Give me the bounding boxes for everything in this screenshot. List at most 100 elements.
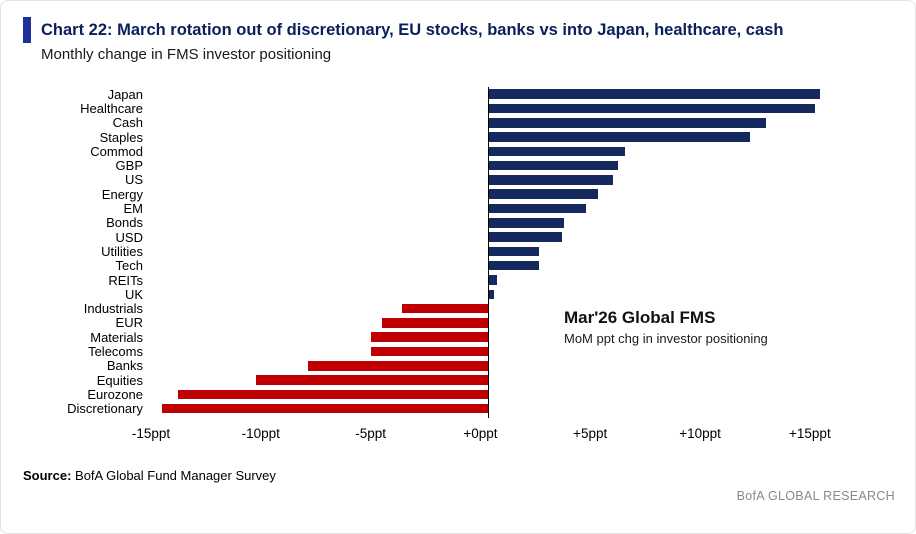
category-label: Japan: [107, 86, 143, 102]
x-tick-label: -5ppt: [355, 425, 386, 441]
chart-footer: Source: BofA Global Fund Manager Survey …: [1, 468, 915, 503]
source-label: Source:: [23, 467, 72, 483]
category-label: Industrials: [83, 301, 143, 317]
category-label: EM: [123, 201, 144, 217]
bar-track: [151, 344, 899, 358]
chart-title: Chart 22: March rotation out of discreti…: [41, 21, 784, 39]
bar-materials: [370, 332, 488, 342]
bar-row: Equities: [1, 372, 899, 388]
bar-row: Japan: [1, 86, 899, 102]
bar-track: [151, 158, 899, 172]
bar-track: [151, 373, 899, 387]
x-tick-label: -10ppt: [241, 425, 280, 441]
x-tick-label: -15ppt: [131, 425, 171, 441]
bar-row: Eurozone: [1, 386, 899, 402]
bar-track: [151, 244, 899, 258]
x-axis: -15ppt -10ppt -5ppt +0ppt +5ppt +10ppt +15ppt: [132, 416, 883, 446]
category-label: REITs: [108, 272, 143, 288]
bar-track: [151, 230, 899, 244]
category-label: Healthcare: [80, 100, 143, 116]
category-label: Energy: [101, 186, 143, 202]
annotation-title: Mar'26 Global FMS: [564, 308, 716, 327]
bar-track: [151, 130, 899, 144]
category-label: Materials: [90, 329, 143, 345]
bar-track: [151, 173, 899, 187]
bar-industrials: [402, 303, 488, 314]
bar-row: EM: [1, 201, 899, 217]
category-label: Bonds: [106, 215, 143, 231]
category-label: EUR: [115, 315, 143, 331]
bar-track: [151, 273, 899, 287]
bar-reits: [487, 275, 497, 285]
bar-us: [487, 175, 614, 185]
category-label: Commod: [90, 143, 143, 159]
category-label: Equities: [96, 372, 143, 388]
bar-cash: [487, 117, 766, 128]
bar-row: Materials: [1, 329, 899, 345]
bar-healthcare: [487, 103, 816, 114]
bar-row: Discretionary: [1, 401, 899, 417]
bar-row: Cash: [1, 115, 899, 131]
bar-row: Banks: [1, 358, 899, 374]
category-label: Cash: [112, 115, 143, 131]
brand-line: BofA GLOBAL RESEARCH: [736, 488, 895, 503]
bar-uk: [487, 289, 495, 300]
bar-energy: [487, 189, 598, 199]
category-label: Telecoms: [88, 344, 143, 359]
x-tick-label: +5ppt: [573, 425, 608, 441]
bar-row: REITs: [1, 272, 899, 288]
bar-row: Utilities: [1, 244, 899, 259]
bar-commod: [487, 146, 625, 157]
source-text: BofA Global Fund Manager Survey: [71, 467, 276, 483]
bar-track: [151, 387, 899, 401]
title-accent-bar: [23, 17, 31, 43]
bar-chart: Japan Healthcare Cash Staples Commod GBP US Ene…: [1, 87, 915, 446]
chart-header: Chart 22: March rotation out of discreti…: [1, 17, 915, 67]
chart-subtitle: Monthly change in FMS investor positioni…: [41, 46, 332, 63]
bar-discretionary: [162, 403, 488, 414]
bar-staples: [487, 132, 751, 142]
category-label: Tech: [115, 258, 143, 274]
category-label: GBP: [115, 158, 143, 174]
x-tick-label: +15ppt: [789, 425, 831, 441]
bar-track: [151, 87, 899, 101]
bar-row: Industrials: [1, 301, 899, 317]
bar-row: GBP: [1, 158, 899, 174]
bar-track: [151, 359, 899, 373]
bar-eurozone: [177, 389, 488, 400]
category-label: Discretionary: [67, 401, 143, 417]
bar-japan: [487, 89, 820, 99]
bar-eur: [382, 318, 488, 328]
bar-track: [151, 116, 899, 130]
category-label: Banks: [106, 358, 143, 374]
bar-row: Energy: [1, 186, 899, 202]
bar-telecoms: [370, 346, 488, 357]
bar-track: [151, 316, 899, 330]
bar-utilities: [487, 246, 540, 257]
category-label: UK: [124, 286, 143, 302]
category-label: Eurozone: [87, 386, 143, 402]
bar-row: EUR: [1, 315, 899, 331]
bar-usd: [487, 232, 562, 242]
bar-row: USD: [1, 230, 899, 245]
bar-row: Tech: [1, 258, 899, 274]
bar-gbp: [487, 160, 618, 171]
bar-banks: [308, 361, 488, 371]
zero-axis-line: [487, 87, 490, 418]
chart-annotation: Mar'26 Global FMS MoM ppt chg in investo…: [564, 307, 768, 349]
bar-em: [487, 203, 587, 214]
title-block: Chart 22: March rotation out of discreti…: [41, 17, 783, 67]
bar-row: Bonds: [1, 215, 899, 231]
source-line: Source: BofA Global Fund Manager Survey: [23, 468, 895, 483]
bar-row: Telecoms: [1, 344, 899, 359]
category-label: US: [124, 172, 143, 188]
annotation-subtitle: MoM ppt chg in investor positioning: [564, 331, 768, 346]
bar-track: [151, 402, 899, 416]
bar-row: Healthcare: [1, 100, 899, 116]
bar-track: [151, 201, 899, 215]
bar-row: UK: [1, 286, 899, 302]
bar-row: Commod: [1, 143, 899, 159]
bar-tech: [487, 260, 540, 271]
bar-track: [151, 144, 899, 158]
bar-track: [151, 330, 899, 344]
